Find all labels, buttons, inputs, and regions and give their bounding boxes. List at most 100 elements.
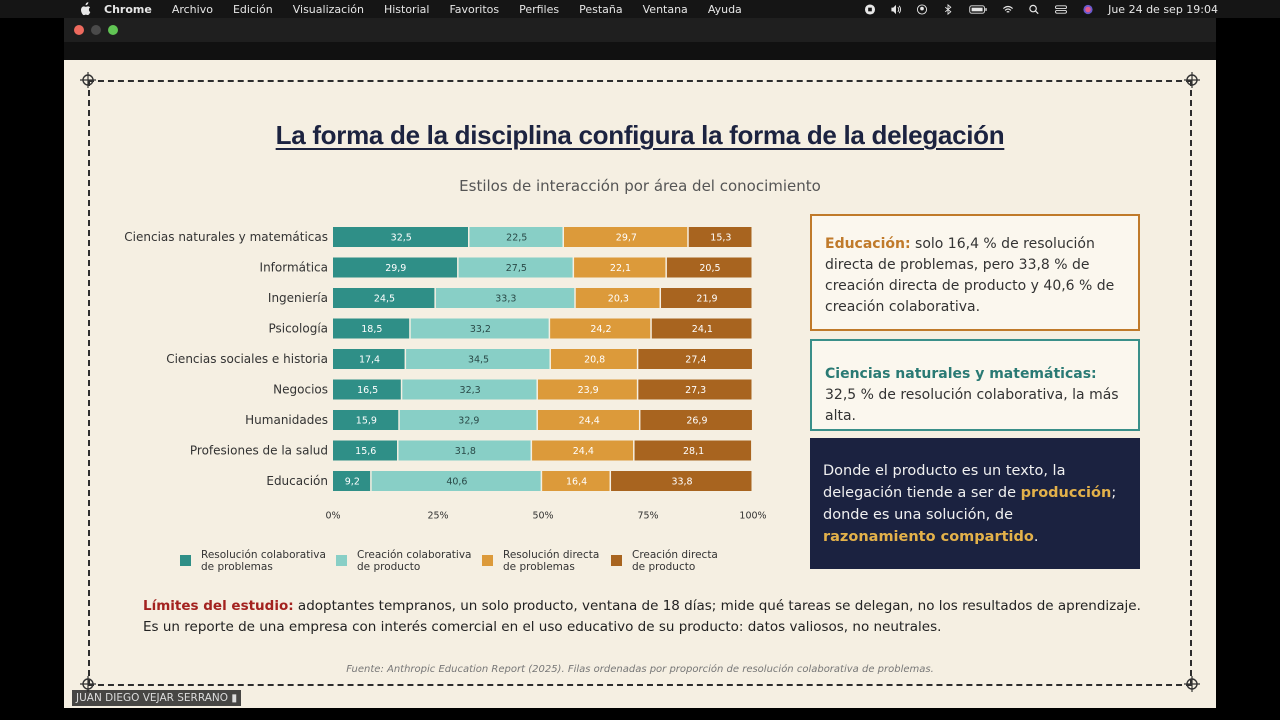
limits-text: adoptantes tempranos, un solo producto, … [143,598,1141,635]
bar-segment [371,471,541,491]
data-label: 16,4 [566,477,587,488]
menu-edicion[interactable]: Edición [232,2,273,16]
x-tick-label: 0% [325,511,340,522]
category-label: Informática [260,261,328,275]
limits-label: Límites del estudio: [143,598,294,614]
control-center-icon[interactable] [1054,4,1068,15]
x-tick-label: 50% [532,511,553,522]
category-label: Educación [266,474,328,488]
menu-chrome[interactable]: Chrome [104,2,152,16]
legend-swatch [611,555,622,566]
menu-archivo[interactable]: Archivo [171,2,213,16]
slide-title: La forma de la disciplina configura la f… [275,120,1005,150]
legend-swatch [180,555,191,566]
bar-segment [333,227,468,247]
bluetooth-icon[interactable] [942,3,954,15]
participant-name: JUAN DIEGO VEJAR SERRANO [76,692,229,704]
bottom-strip [0,708,1280,720]
search-icon[interactable] [1028,4,1040,15]
callout-text: solo 16,4 % de resolución directa de pro… [825,236,1115,315]
legend-label: Resolución colaborativa [201,549,326,561]
data-label: 29,9 [385,263,406,274]
user-icon[interactable] [916,3,928,15]
bar-segment [333,288,435,308]
callout-text: . [1033,529,1039,545]
menu-visualizacion[interactable]: Visualización [292,2,364,16]
data-label: 9,2 [345,477,360,488]
data-label: 22,1 [610,263,631,274]
data-label: 28,1 [683,446,704,457]
data-label: 24,4 [579,416,600,427]
callout-text: ; donde es una solución, de [823,485,1117,523]
callout-text: Donde el producto es un texto, la delega… [823,463,1066,501]
chart-subtitle: Estilos de interacción por área del cono… [459,177,821,195]
callout-highlight: producción [1020,485,1112,501]
menu-favoritos[interactable]: Favoritos [449,2,500,16]
bar-segment [532,440,634,461]
bar-segment [550,349,637,369]
study-limits: Límites del estudio: adoptantes temprano… [143,596,1143,638]
data-label: 40,6 [446,477,467,488]
bar-segment [574,257,666,278]
data-label: 26,9 [686,416,707,427]
bar-segment [564,227,688,247]
battery-icon[interactable] [968,4,988,15]
data-label: 24,5 [374,294,395,305]
crosshair-icon [80,72,96,88]
menu-ventana[interactable]: Ventana [642,2,688,16]
data-label: 23,9 [578,385,599,396]
menu-historial[interactable]: Historial [383,2,430,16]
participant-name-tag: JUAN DIEGO VEJAR SERRANO ▮ [72,690,242,706]
data-label: 27,5 [506,263,527,274]
bar-segment [399,410,537,430]
data-label: 18,5 [361,324,382,335]
bar-segment [469,227,563,247]
close-window-button[interactable] [74,25,84,35]
bar-segment [634,440,752,461]
category-label: Ciencias naturales y matemáticas [124,230,328,244]
data-label: 34,5 [468,355,489,366]
menu-pestana[interactable]: Pestaña [579,2,623,16]
volume-icon[interactable] [890,4,902,15]
data-label: 32,5 [391,233,412,244]
bar-segment [638,379,752,400]
data-label: 27,4 [685,355,706,366]
source-note: Fuente: Anthropic Education Report (2025… [346,664,934,675]
bar-segment [640,410,752,430]
menu-perfiles[interactable]: Perfiles [519,2,560,16]
zoom-window-button[interactable] [108,25,118,35]
legend-label: de producto [632,561,696,573]
legend-item-2: Resolución directa de problemas [482,549,599,573]
minimize-window-button[interactable] [91,25,101,35]
data-label: 24,1 [692,324,713,335]
bar-segment [575,288,660,308]
stacked-bar-chart: Ciencias naturales y matemáticas 32,5 22,5… [124,227,767,522]
bar-segment [688,227,752,247]
callout-label: Ciencias naturales y matemáticas: [825,366,1097,382]
record-icon[interactable] [864,3,876,15]
category-label: Humanidades [245,413,328,427]
legend-label: Creación directa [632,549,718,561]
siri-icon[interactable] [1082,4,1094,15]
menu-clock[interactable]: Jue 24 de sep 19:04 [1108,2,1218,16]
data-label: 33,3 [495,294,516,305]
dashed-frame [88,80,1192,686]
bar-segment [333,410,399,430]
menu-ayuda[interactable]: Ayuda [707,2,742,16]
bar-segment [333,379,401,400]
bar-segment [537,410,639,430]
wifi-icon[interactable] [1002,4,1014,15]
category-label: Ingeniería [268,291,328,305]
bar-segment [406,349,550,369]
bar-segment [542,471,610,491]
legend-label: de problemas [503,561,575,573]
data-label: 24,4 [573,446,594,457]
bar-segment [435,288,575,308]
data-label: 16,5 [357,385,378,396]
legend-swatch [482,555,493,566]
legend-label: de problemas [201,561,273,573]
apple-icon[interactable] [78,2,92,16]
crosshair-icon [1184,676,1200,692]
legend-item-1: Creación colaborativa de producto [336,549,472,573]
data-label: 33,2 [470,324,491,335]
